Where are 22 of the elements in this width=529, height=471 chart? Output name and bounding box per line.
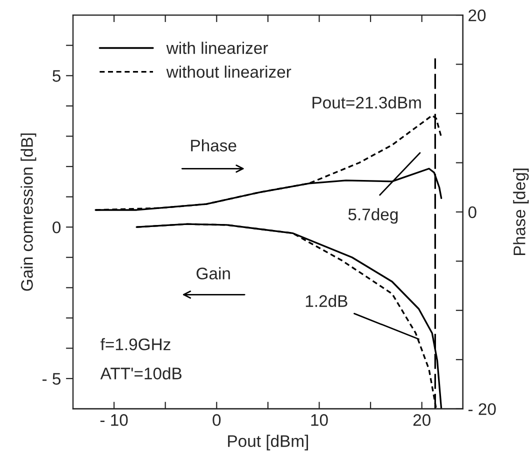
annotation: Phase (191, 139, 236, 152)
legend-label: without linearizer (166, 66, 292, 78)
x-tick-label: 20 (413, 414, 430, 426)
x-tick-label: 0 (212, 414, 221, 426)
legend-label: with linearizer (166, 42, 268, 54)
annotation: 5.7deg (348, 208, 398, 224)
y-tick-label: 5 (52, 70, 60, 82)
x-tick-label: 10 (311, 414, 328, 426)
annotation: Gain (196, 267, 230, 280)
annotation: f=1.9GHz (100, 338, 170, 350)
y-tick-label: - 5 (42, 373, 60, 385)
y2-tick-label: - 20 (468, 403, 496, 416)
y2-tick-label: 0 (468, 206, 476, 218)
ref-line-label: Pout=21.3dBm (312, 96, 421, 109)
x-axis-title: Pout [dBm] (228, 434, 308, 450)
y2-axis-title: Phase [deg] (513, 168, 529, 256)
x-tick-label: - 10 (100, 414, 128, 426)
y2-tick-label: 20 (468, 9, 486, 22)
y-axis-title: Gain comression [dB] (20, 133, 36, 291)
annotation: 1.2dB (306, 294, 348, 307)
y-tick-label: 0 (52, 221, 61, 234)
annotation: ATT'=10dB (100, 367, 182, 380)
